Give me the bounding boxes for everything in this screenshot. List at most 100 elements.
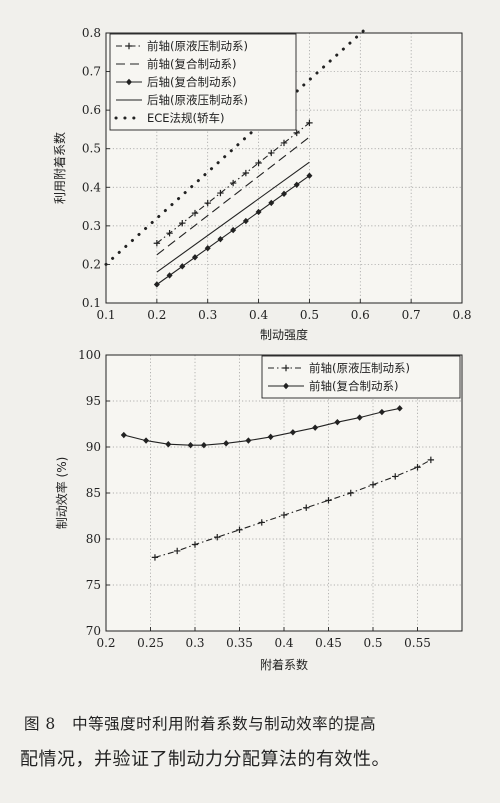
chart1-data-point (306, 119, 313, 127)
chart1-x-tick-label: 0.4 (249, 308, 268, 322)
chart1-legend-marker (125, 42, 133, 50)
chart1-x-tick-label: 0.5 (300, 308, 319, 322)
chart1-legend-marker (126, 78, 132, 86)
chart2-x-tick-label: 0.55 (404, 636, 431, 650)
chart2-series-line (123, 407, 400, 446)
chart2-data-point (347, 489, 354, 497)
chart2-data-point (325, 497, 332, 504)
chart1-data-point (217, 189, 224, 197)
chart2-x-tick-label: 0.25 (137, 636, 164, 650)
chart2-y-tick-label: 95 (86, 394, 101, 408)
chart1-legend-label: ECE法规(轿车) (147, 111, 225, 125)
chart1-data-point (242, 169, 250, 177)
chart2-x-tick-label: 0.3 (185, 636, 204, 650)
chart2-data-point (258, 519, 265, 526)
chart1-data-point (268, 149, 275, 157)
chart2-y-tick-label: 100 (78, 348, 101, 362)
caption-title: 中等强度时利用附着系数与制动效率的提高 (72, 715, 377, 733)
chart1-data-point (217, 235, 224, 243)
chart2-y-tick-label: 75 (86, 578, 101, 592)
chart2-data-point (378, 408, 385, 416)
caption-figure-label: 图 8 (24, 715, 56, 733)
caption-line-1: 图 8 中等强度时利用附着系数与制动效率的提高 (20, 706, 490, 742)
chart2-data-point (289, 429, 296, 436)
chart2-legend-label: 前轴(原液压制动系) (309, 361, 410, 375)
chart1-y-tick-label: 0.2 (82, 257, 101, 271)
chart2-data-point (312, 424, 319, 431)
chart2-y-tick-label: 80 (86, 532, 101, 546)
chart2-data-point (223, 440, 230, 447)
chart2-data-point (120, 431, 127, 439)
chart2-x-tick-label: 0.4 (274, 636, 293, 650)
chart2-legend-box (261, 355, 461, 399)
chart1-data-point (166, 272, 173, 279)
chart1-plot-frame (105, 32, 463, 304)
chart2-data-point (334, 418, 341, 426)
chart2-legend-marker (282, 364, 290, 372)
figure-caption: 图 8 中等强度时利用附着系数与制动效率的提高 配情况，并验证了制动力分配算法的… (20, 706, 490, 778)
chart2-plot-frame (105, 354, 463, 632)
chart1-data-point (229, 179, 237, 187)
chart2-data-point (369, 481, 377, 488)
chart2-y-axis-label: 制动效率 (%) (54, 457, 69, 530)
chart1-y-tick-label: 0.4 (82, 180, 101, 194)
chart1-data-point (192, 254, 198, 261)
chart1-data-point (204, 199, 211, 207)
chart1-data-point (153, 281, 160, 288)
chart2-data-point (427, 456, 435, 464)
chart1-series-line (156, 136, 310, 256)
chart2-data-point (165, 441, 172, 448)
chart1-data-point (191, 209, 199, 217)
chart2-legend-marker (283, 382, 289, 390)
chart2-x-tick-label: 0.5 (363, 636, 382, 650)
chart1-data-point (255, 208, 262, 216)
chart2-data-point (236, 526, 243, 533)
chart1-y-tick-label: 0.1 (82, 296, 101, 310)
chart2-y-tick-label: 70 (86, 624, 101, 638)
chart1-x-tick-label: 0.8 (452, 308, 471, 322)
chart1-data-point (293, 181, 300, 188)
chart1-y-tick-label: 0.5 (82, 142, 101, 156)
chart1-x-tick-label: 0.7 (402, 308, 421, 322)
chart1-y-tick-label: 0.6 (82, 103, 101, 117)
chart1-data-point (255, 159, 262, 167)
chart2-data-point (392, 473, 399, 480)
chart1-legend-label: 后轴(复合制动系) (147, 75, 236, 89)
chart2-data-point (151, 554, 159, 561)
chart2-data-point (396, 405, 403, 412)
chart2-data-point (303, 504, 310, 511)
chart1-x-axis-label: 制动强度 (260, 327, 308, 342)
chart1-data-point (179, 219, 186, 227)
chart2-series-line (154, 459, 432, 558)
chart2-legend-label: 前轴(复合制动系) (309, 379, 398, 393)
chart1-y-tick-label: 0.3 (82, 219, 101, 233)
chart2-data-point (280, 511, 288, 519)
chart2-y-tick-label: 85 (86, 486, 101, 500)
chart1-x-tick-label: 0.3 (198, 308, 217, 322)
chart1-y-tick-label: 0.7 (82, 65, 101, 79)
chart1-data-point (293, 129, 300, 137)
chart1-data-point (268, 199, 275, 207)
chart1-x-tick-label: 0.1 (96, 308, 115, 322)
charts-canvas: 0.1 0.2 0.3 0.4 0.5 0.6 0.7 0.8 0.1 0.2 0.3 0.4 0.5 0… (52, 26, 472, 672)
chart1-x-tick-label: 0.2 (147, 308, 166, 322)
chart1-series-line (156, 161, 310, 273)
chart1-x-tick-label: 0.6 (351, 308, 370, 322)
chart1-data-point (179, 263, 186, 270)
chart2-data-point (174, 547, 181, 555)
chart2-data-point (414, 464, 421, 471)
chart1-legend-label: 前轴(复合制动系) (147, 57, 236, 71)
chart2-x-tick-label: 0.45 (315, 636, 342, 650)
chart2-x-tick-label: 0.35 (226, 636, 253, 650)
chart1-data-point (306, 172, 313, 179)
chart1-data-point (230, 226, 237, 234)
chart2-data-point (200, 441, 207, 449)
chart1-y-tick-label: 0.8 (82, 26, 101, 40)
chart2-x-tick-label: 0.2 (96, 636, 115, 650)
chart2-data-point (214, 533, 221, 541)
chart1-y-axis-label: 利用附着系数 (52, 132, 67, 204)
chart1-data-point (281, 190, 287, 198)
chart2-data-point (267, 433, 274, 441)
chart1-data-point (166, 229, 173, 237)
chart1-data-point (280, 139, 288, 147)
